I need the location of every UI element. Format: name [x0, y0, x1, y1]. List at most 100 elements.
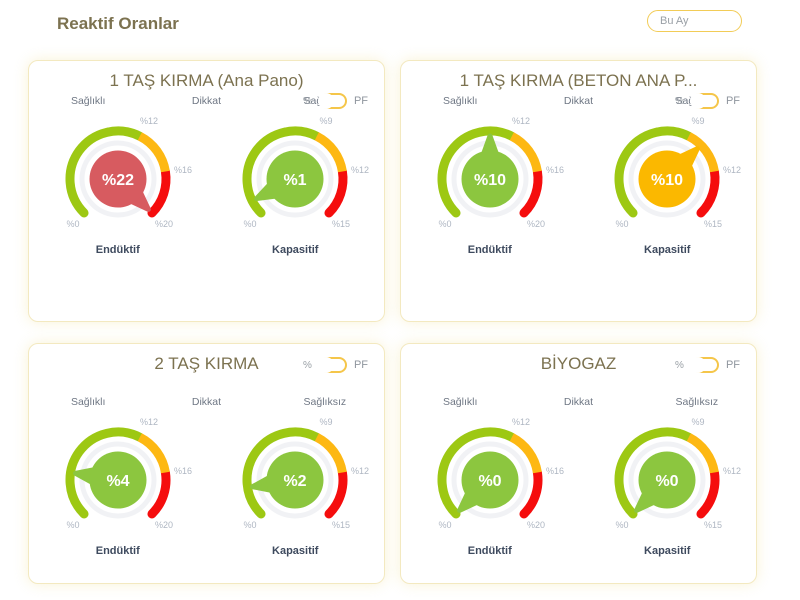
percent-pf-toggle[interactable]	[317, 357, 347, 373]
gauge-tick-label: %12	[723, 466, 741, 476]
gauge-tick-label: %15	[332, 219, 350, 229]
percent-label: %	[303, 359, 312, 371]
pf-label: PF	[725, 359, 740, 371]
gauge-tick-label: %0	[616, 219, 629, 229]
zone-label-unhealthy: Sağlıksız	[303, 396, 347, 408]
gauge-value-bubble	[638, 150, 696, 208]
gauge-svg: %0 %12 %16 %20 %0	[437, 417, 564, 530]
percent-label: %	[303, 95, 312, 107]
gauge-chart: %0 %12 %16 %20 %0	[405, 412, 575, 541]
zone-label-attention: Dikkat	[563, 396, 594, 408]
cards-grid: 1 TAŞ KIRMA (Ana Pano) % PF Sağlıklı Dik…	[28, 60, 800, 584]
toggle-knob	[689, 357, 706, 373]
gauge-kapasitif: %0 %9 %12 %15 %1 Kapasitif	[207, 111, 385, 256]
gauge-value-bubble	[638, 451, 696, 509]
gauge-tick-label: %15	[704, 219, 722, 229]
gauge-tick-label: %20	[155, 520, 173, 530]
card-title: 1 TAŞ KIRMA (BETON ANA P...	[459, 71, 698, 90]
gauge-value-text: %2	[284, 473, 307, 490]
gauge-value-bubble	[461, 451, 519, 509]
gauge-tick-label: %0	[438, 520, 451, 530]
gauge-svg: %0 %12 %16 %20 %10	[437, 116, 564, 229]
gauge-tick-label: %16	[546, 165, 564, 175]
gauge-axis-label: Kapasitif	[272, 545, 319, 557]
gauge-chart: %0 %12 %16 %20 %22	[33, 111, 203, 240]
gauge-enduktif: %0 %12 %16 %20 %4 Endüktif	[29, 412, 207, 557]
gauge-enduktif: %0 %12 %16 %20 %10 Endüktif	[401, 111, 579, 256]
page-header: Reaktif Oranlar Bu Ay	[0, 0, 800, 48]
gauge-value-bubble	[89, 451, 147, 509]
gauge-tick-label: %12	[512, 417, 530, 427]
gauge-kapasitif: %0 %9 %12 %15 %0 Kapasitif	[579, 412, 757, 557]
card-biyogaz: BİYOGAZ % PF Sağlıklı Dikkat Sağlıksız %…	[400, 343, 757, 584]
gauge-tick-label: %12	[140, 116, 158, 126]
percent-pf-toggle[interactable]	[317, 93, 347, 109]
gauge-svg: %0 %12 %16 %20 %4	[65, 417, 192, 530]
zone-label-healthy: Sağlıklı	[442, 95, 478, 107]
gauge-chart: %0 %9 %12 %15 %10	[582, 111, 752, 240]
gauge-tick-label: %16	[546, 466, 564, 476]
unit-toggle-group: % PF	[303, 357, 368, 373]
gauge-chart: %0 %12 %16 %20 %10	[405, 111, 575, 240]
gauge-tick-label: %9	[692, 417, 705, 427]
gauge-tick-label: %0	[438, 219, 451, 229]
gauge-value-bubble	[461, 150, 519, 208]
gauge-enduktif: %0 %12 %16 %20 %22 Endüktif	[29, 111, 207, 256]
gauge-axis-label: Endüktif	[95, 545, 140, 557]
gauge-chart: %0 %9 %12 %15 %1	[210, 111, 380, 240]
gauge-kapasitif: %0 %9 %12 %15 %2 Kapasitif	[207, 412, 385, 557]
toggle-knob	[317, 357, 334, 373]
percent-pf-toggle[interactable]	[689, 93, 719, 109]
gauge-value-bubble	[266, 451, 324, 509]
gauges-row: %0 %12 %16 %20 %4 Endüktif %0 %9 %12 %15 %2 Kapa…	[29, 412, 384, 557]
gauge-tick-label: %0	[616, 520, 629, 530]
gauge-tick-label: %12	[140, 417, 158, 427]
gauge-svg: %0 %12 %16 %20 %22	[65, 116, 192, 229]
gauge-chart: %0 %9 %12 %15 %2	[210, 412, 380, 541]
gauge-chart: %0 %12 %16 %20 %4	[33, 412, 203, 541]
gauge-axis-label: Kapasitif	[644, 545, 691, 557]
zone-label-healthy: Sağlıklı	[70, 95, 106, 107]
gauge-tick-label: %9	[320, 417, 333, 427]
percent-pf-toggle[interactable]	[689, 357, 719, 373]
unit-toggle-group: % PF	[675, 93, 740, 109]
gauge-kapasitif: %0 %9 %12 %15 %10 Kapasitif	[579, 111, 757, 256]
gauges-row: %0 %12 %16 %20 %22 Endüktif %0 %9 %12 %15 %1 Kap…	[29, 111, 384, 256]
gauges-row: %0 %12 %16 %20 %0 Endüktif %0 %9 %12 %15 %0 Kapa…	[401, 412, 756, 557]
zone-legend: Sağlıklı Dikkat Sağlıksız	[401, 396, 756, 408]
gauge-tick-label: %20	[155, 219, 173, 229]
gauge-value-bubble	[266, 150, 324, 208]
zone-label-attention: Dikkat	[191, 396, 222, 408]
gauge-axis-label: Endüktif	[467, 545, 512, 557]
gauge-value-text: %0	[656, 473, 679, 490]
gauge-axis-label: Kapasitif	[644, 244, 691, 256]
pf-label: PF	[353, 95, 368, 107]
gauge-svg: %0 %9 %12 %15 %2	[242, 417, 369, 530]
page-title: Reaktif Oranlar	[57, 14, 179, 33]
zone-legend: Sağlıklı Dikkat Sağlıksız	[29, 396, 384, 408]
gauge-tick-label: %12	[512, 116, 530, 126]
unit-toggle-group: % PF	[675, 357, 740, 373]
gauge-value-text: %0	[478, 473, 501, 490]
gauge-value-text: %4	[106, 473, 129, 490]
gauge-svg: %0 %9 %12 %15 %1	[242, 116, 369, 229]
gauge-enduktif: %0 %12 %16 %20 %0 Endüktif	[401, 412, 579, 557]
gauge-value-text: %22	[102, 172, 134, 189]
gauge-value-text: %10	[651, 172, 683, 189]
gauge-tick-label: %20	[527, 520, 545, 530]
gauge-tick-label: %0	[66, 219, 79, 229]
zone-label-unhealthy: Sağlıksız	[675, 396, 719, 408]
gauge-axis-label: Endüktif	[95, 244, 140, 256]
period-filter-button[interactable]: Bu Ay	[647, 10, 742, 32]
gauge-axis-label: Endüktif	[467, 244, 512, 256]
pf-label: PF	[353, 359, 368, 371]
gauge-tick-label: %16	[174, 165, 192, 175]
toggle-knob	[689, 93, 706, 109]
gauge-tick-label: %12	[723, 165, 741, 175]
card-title: 1 TAŞ KIRMA (Ana Pano)	[109, 71, 304, 90]
gauge-tick-label: %0	[244, 520, 257, 530]
gauge-chart: %0 %9 %12 %15 %0	[582, 412, 752, 541]
card-1-tas-kirma-ana-pano: 1 TAŞ KIRMA (Ana Pano) % PF Sağlıklı Dik…	[28, 60, 385, 322]
gauge-tick-label: %20	[527, 219, 545, 229]
gauge-tick-label: %16	[174, 466, 192, 476]
